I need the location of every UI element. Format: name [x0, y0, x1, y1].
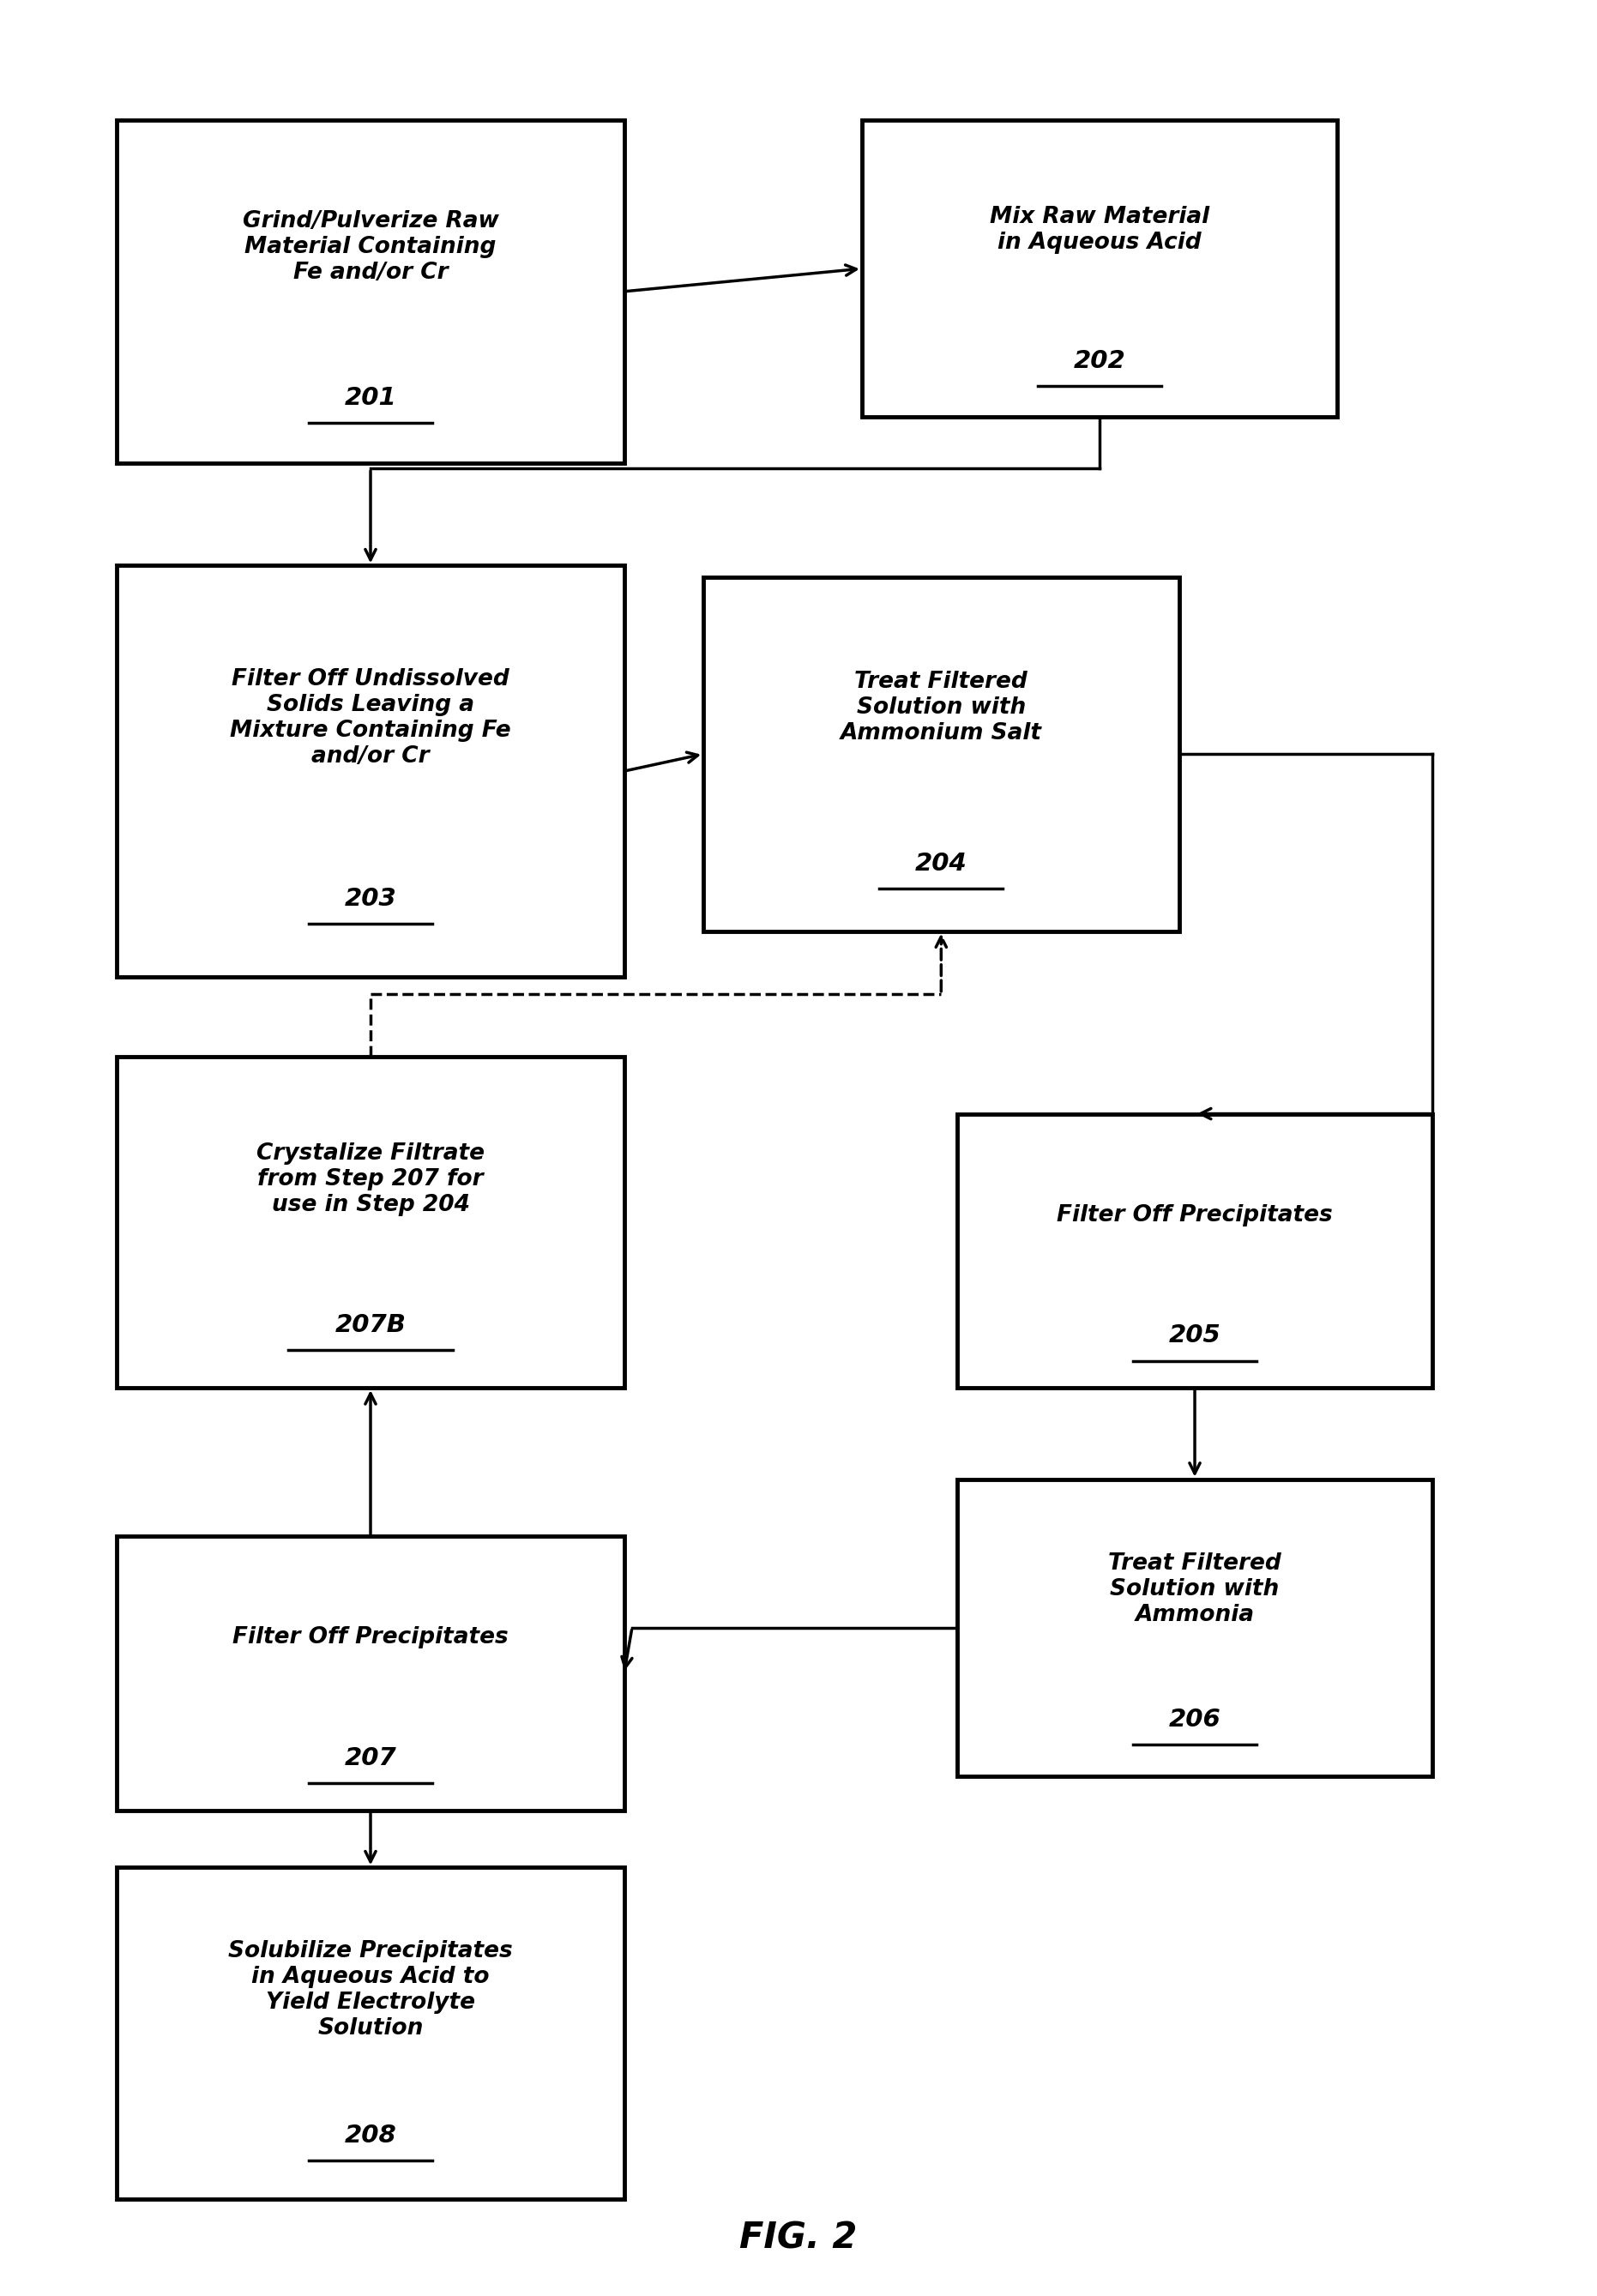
FancyBboxPatch shape	[862, 119, 1337, 418]
Text: Crystalize Filtrate
from Step 207 for
use in Step 204: Crystalize Filtrate from Step 207 for us…	[257, 1143, 484, 1217]
FancyBboxPatch shape	[703, 576, 1179, 930]
Text: Filter Off Undissolved
Solids Leaving a
Mixture Containing Fe
and/or Cr: Filter Off Undissolved Solids Leaving a …	[230, 668, 511, 767]
Text: 202: 202	[1073, 349, 1126, 372]
FancyBboxPatch shape	[117, 1056, 624, 1387]
Text: Grind/Pulverize Raw
Material Containing
Fe and/or Cr: Grind/Pulverize Raw Material Containing …	[243, 209, 498, 285]
Text: 207: 207	[345, 1747, 396, 1770]
FancyBboxPatch shape	[957, 1479, 1433, 1777]
Text: 205: 205	[1169, 1325, 1220, 1348]
FancyBboxPatch shape	[957, 1114, 1433, 1387]
Text: FIG. 2: FIG. 2	[739, 2220, 858, 2255]
FancyBboxPatch shape	[117, 1536, 624, 1809]
Text: 207B: 207B	[335, 1313, 406, 1336]
Text: Mix Raw Material
in Aqueous Acid: Mix Raw Material in Aqueous Acid	[990, 207, 1209, 255]
Text: 201: 201	[345, 386, 396, 409]
Text: 203: 203	[345, 886, 396, 912]
FancyBboxPatch shape	[117, 119, 624, 464]
Text: Treat Filtered
Solution with
Ammonium Salt: Treat Filtered Solution with Ammonium Sa…	[840, 670, 1041, 744]
Text: Filter Off Precipitates: Filter Off Precipitates	[1057, 1203, 1333, 1226]
FancyBboxPatch shape	[117, 565, 624, 976]
Text: 206: 206	[1169, 1708, 1220, 1731]
Text: Treat Filtered
Solution with
Ammonia: Treat Filtered Solution with Ammonia	[1108, 1552, 1281, 1626]
Text: Filter Off Precipitates: Filter Off Precipitates	[233, 1626, 508, 1649]
FancyBboxPatch shape	[117, 1867, 624, 2200]
Text: 204: 204	[915, 852, 968, 875]
Text: 208: 208	[345, 2124, 396, 2147]
Text: Solubilize Precipitates
in Aqueous Acid to
Yield Electrolyte
Solution: Solubilize Precipitates in Aqueous Acid …	[228, 1940, 513, 2039]
